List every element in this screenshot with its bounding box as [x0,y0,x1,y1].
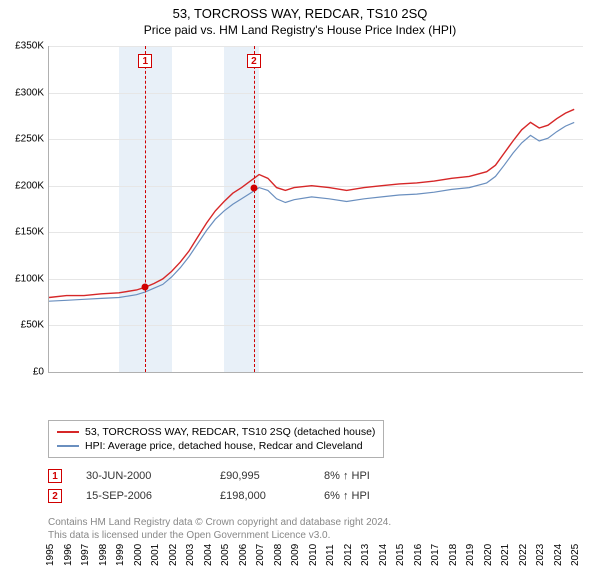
legend-item-price-paid: 53, TORCROSS WAY, REDCAR, TS10 2SQ (deta… [57,425,375,439]
y-tick-label: £50K [0,320,44,331]
event-date: 15-SEP-2006 [86,490,196,502]
legend-swatch-price-paid [57,431,79,433]
y-tick-label: £350K [0,41,44,52]
legend-label: 53, TORCROSS WAY, REDCAR, TS10 2SQ (deta… [85,426,375,438]
legend: 53, TORCROSS WAY, REDCAR, TS10 2SQ (deta… [48,420,384,458]
x-tick-label: 2025 [570,544,600,566]
event-marker-icon: 1 [48,469,62,483]
chart-container: 53, TORCROSS WAY, REDCAR, TS10 2SQ Price… [0,0,600,560]
page-subtitle: Price paid vs. HM Land Registry's House … [0,21,600,37]
chart-plot-area: 12 [48,46,583,373]
event-row: 1 30-JUN-2000 £90,995 8% ↑ HPI [48,466,414,486]
legend-label: HPI: Average price, detached house, Redc… [85,440,363,452]
footer-line: This data is licensed under the Open Gov… [48,529,582,542]
y-tick-label: £150K [0,227,44,238]
y-tick-label: £250K [0,134,44,145]
chart-lines-svg [49,46,583,372]
legend-item-hpi: HPI: Average price, detached house, Redc… [57,439,375,453]
event-row: 2 15-SEP-2006 £198,000 6% ↑ HPI [48,486,414,506]
event-delta: 6% ↑ HPI [324,490,414,502]
event-marker-icon: 2 [48,489,62,503]
footer-line: Contains HM Land Registry data © Crown c… [48,516,582,529]
y-tick-label: £300K [0,87,44,98]
event-dot-icon [250,184,257,191]
event-delta: 8% ↑ HPI [324,470,414,482]
event-price: £90,995 [220,470,300,482]
legend-swatch-hpi [57,445,79,447]
footer-attribution: Contains HM Land Registry data © Crown c… [48,516,582,542]
page-title: 53, TORCROSS WAY, REDCAR, TS10 2SQ [0,0,600,21]
event-marker-icon: 2 [247,54,261,68]
y-tick-label: £100K [0,273,44,284]
event-date: 30-JUN-2000 [86,470,196,482]
event-table: 1 30-JUN-2000 £90,995 8% ↑ HPI 2 15-SEP-… [48,466,414,506]
y-tick-label: £0 [0,367,44,378]
event-price: £198,000 [220,490,300,502]
event-dot-icon [142,284,149,291]
y-tick-label: £200K [0,180,44,191]
event-marker-icon: 1 [138,54,152,68]
